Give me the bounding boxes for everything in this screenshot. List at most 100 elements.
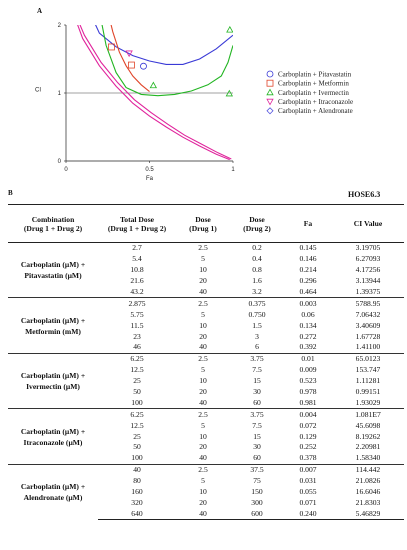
y-tick-label: 0 — [58, 159, 62, 165]
table-cell: 60 — [253, 397, 261, 407]
table-cell: 5 — [201, 254, 205, 264]
table-header-row: Combination (Drug 1 + Drug 2) Total Dose(… — [8, 204, 404, 243]
table-cell: 320 — [131, 497, 143, 507]
table-cell: 80 — [133, 476, 141, 486]
chart-curves — [77, 25, 233, 161]
table-cell: 0.003 — [284, 297, 332, 310]
table-cell: 0.214 — [299, 265, 317, 275]
table-cell: 300 — [251, 497, 263, 507]
table-cell: 3.40609 — [355, 320, 381, 330]
table-cell: 50 — [133, 442, 141, 452]
table-cell: 5.46829 — [332, 508, 404, 521]
panel-b-label: B — [8, 189, 13, 197]
table-row: 25 10 15 0.523 1.11281 — [8, 376, 404, 387]
table-cell: 45.6098 — [355, 420, 381, 430]
table-cell: 0.240 — [284, 508, 332, 521]
table-row: Carboplatin (μM) + Ivermectin (μM) 6.25 2.5… — [8, 352, 404, 409]
table-cell: 25 — [133, 376, 141, 386]
table-cell: 20 — [199, 387, 207, 397]
legend-marker — [266, 70, 274, 78]
table-row: Carboplatin (μM) + Pitavastatin (μM) 2.7 2.… — [8, 243, 404, 280]
table-cell: 4.17256 — [355, 265, 381, 275]
table-cell: 2.20981 — [355, 442, 381, 452]
chart-points — [108, 25, 233, 97]
y-tick-label: 2 — [58, 23, 62, 29]
data-point — [226, 25, 233, 33]
table-cell: 75 — [253, 476, 261, 486]
table-cell: 5 — [201, 365, 205, 375]
table-row: Carboplatin (μM) + Alendronate (μM) 40 2.5 3… — [8, 463, 404, 520]
table-cell: 2.7 — [132, 243, 142, 253]
y-tick-label: 1 — [58, 91, 62, 97]
table-cell: 7.06432 — [355, 309, 381, 319]
legend-marker — [266, 98, 274, 106]
legend-label: Carboplatin + Itraconazole — [278, 98, 353, 106]
table-cell: 0.071 — [299, 497, 317, 507]
table-cell: 0.99151 — [355, 387, 381, 397]
combination-label: Carboplatin (μM) + Metformin (mM) — [8, 297, 98, 354]
table-row: 23 20 3 0.272 1.67728 — [8, 331, 404, 342]
table-cell: 2.5 — [176, 463, 230, 476]
table-cell: 10 — [199, 320, 207, 330]
table-cell: 1.6 — [252, 276, 262, 286]
table-cell: 21.0826 — [355, 476, 381, 486]
table-cell: 12.5 — [130, 365, 144, 375]
table-cell: 1.5 — [252, 320, 262, 330]
table-cell: 16.6046 — [355, 487, 381, 497]
table-cell: 15 — [253, 376, 261, 386]
data-point — [149, 81, 158, 89]
table-cell: 0.009 — [299, 365, 317, 375]
legend-marker — [266, 79, 274, 87]
table-cell: 40 — [199, 397, 207, 407]
table-cell: 10 — [199, 265, 207, 275]
table-row: 12.5 5 7.5 0.072 45.6098 — [8, 420, 404, 431]
table-cell: 0.464 — [299, 287, 317, 296]
table-cell: 6.27093 — [355, 254, 381, 264]
table-cell: 0.134 — [299, 320, 317, 330]
table-cell: 0.06 — [301, 309, 315, 319]
legend-label: Carboplatin + Pitavastatin — [278, 70, 352, 78]
table-cell: 0.252 — [299, 442, 317, 452]
x-tick-label: 1 — [231, 167, 235, 173]
table-cell: 1.39375 — [355, 287, 381, 296]
table-cell: 0.375 — [230, 297, 284, 310]
table-cell: 20 — [199, 442, 207, 452]
table-cell: 1.41100 — [355, 342, 381, 352]
chart-axes: 0 1 2 0 0.5 1 Fa CI — [35, 23, 235, 182]
table-cell: 30 — [253, 442, 261, 452]
column-header: Combination (Drug 1 + Drug 2) — [8, 204, 98, 243]
table-cell: 3.2 — [252, 287, 262, 296]
table-row: 46 40 6 0.392 1.41100 — [8, 342, 404, 353]
column-header: Dose (Drug 1) — [176, 204, 230, 243]
combination-label: Carboplatin (μM) + Pitavastatin (μM) — [20, 260, 86, 281]
table-cell: 21.6 — [130, 276, 144, 286]
table-cell: 1.67728 — [355, 331, 381, 341]
data-point — [128, 61, 135, 69]
table-cell: 153.747 — [355, 365, 381, 375]
table-cell: 7.5 — [252, 420, 262, 430]
legend-label: Carboplatin + Metformin — [278, 80, 349, 88]
table-row: 10.8 10 0.8 0.214 4.17256 — [8, 265, 404, 276]
table-cell: 40 — [98, 463, 176, 476]
table-cell: 15 — [253, 431, 261, 441]
table-cell: 37.5 — [230, 463, 284, 476]
table-cell: 12.5 — [130, 420, 144, 430]
y-axis-label: CI — [35, 88, 41, 94]
data-point — [125, 50, 133, 58]
chart-legend: Carboplatin + Pitavastatin Carboplatin + … — [266, 70, 353, 115]
table-cell: 5.4 — [132, 254, 142, 264]
table-row: Carboplatin (μM) + Itraconazole (μM) 6.25 2… — [8, 408, 404, 465]
table-cell: 0.129 — [299, 431, 317, 441]
table-cell: 2.875 — [98, 297, 176, 310]
table-cell: 21.8303 — [355, 497, 381, 507]
table-cell: 25 — [133, 431, 141, 441]
table-cell: 5 — [201, 420, 205, 430]
table-cell: 6.25 — [98, 352, 176, 365]
table-cell: 0.272 — [299, 331, 317, 341]
table-cell: 0.146 — [299, 254, 317, 264]
table-cell: 40 — [199, 287, 207, 296]
table-cell: 0.523 — [299, 376, 317, 386]
table-cell: 5788.95 — [332, 297, 404, 310]
curve-line — [95, 25, 233, 65]
table-cell: 1.58340 — [355, 453, 381, 463]
